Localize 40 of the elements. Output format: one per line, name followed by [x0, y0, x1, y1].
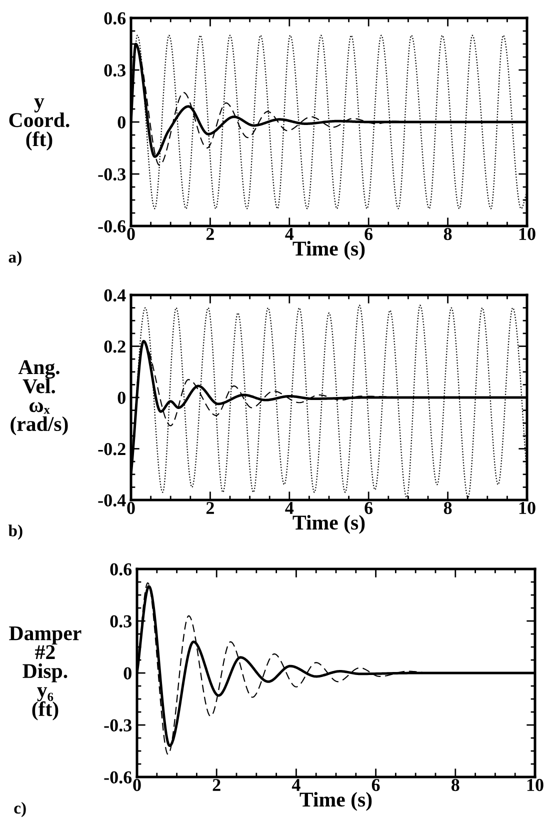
y-tick-label: -0.4	[98, 494, 126, 507]
x-tick-label: 8	[444, 228, 452, 240]
x-tick-label: 8	[444, 502, 452, 514]
x-tick-label: 6	[364, 228, 373, 240]
y-tick-label: 0.6	[110, 563, 132, 576]
x-tick-label: 4	[285, 228, 294, 240]
x-tick-label: 10	[519, 228, 536, 240]
x-tick-label: 6	[364, 502, 373, 514]
text: a)	[8, 250, 22, 266]
y-tick-label: 0.2	[104, 340, 126, 353]
y-tick-label: 0	[124, 667, 132, 680]
x-tick-label: 6	[372, 778, 380, 792]
y-tick-label: -0.3	[98, 168, 126, 181]
y-tick-label: 0.6	[104, 12, 126, 25]
x-tick-label: 0	[133, 778, 141, 792]
x-tick-label: 8	[451, 778, 460, 792]
y-tick-label: 0.3	[104, 64, 126, 77]
y-axis-title: Ang. Vel. ωₓ (rad/s)	[10, 360, 68, 436]
text: c)	[14, 802, 26, 818]
x-tick-label: 2	[206, 228, 214, 240]
y-tick-label: -0.6	[98, 220, 126, 233]
y-tick-label: 0.3	[110, 615, 132, 628]
y-axis-title: y Coord. (ft)	[9, 98, 70, 150]
y-tick-label: -0.6	[104, 771, 132, 784]
y-tick-label: -0.3	[104, 719, 132, 732]
y-axis-title: Damper #2 Disp. y₆ (ft)	[9, 626, 82, 720]
y-tick-label: 0	[118, 392, 126, 404]
y-tick-label: 0	[118, 116, 126, 128]
x-tick-label: 10	[527, 778, 544, 792]
y-tick-label: 0.4	[104, 289, 126, 302]
text: b)	[8, 524, 22, 540]
x-tick-label: 2	[212, 778, 220, 791]
x-tick-label: 4	[292, 779, 300, 791]
x-tick-label: 2	[206, 502, 214, 514]
x-axis-title: Time (s)	[300, 792, 372, 811]
y-tick-label: -0.2	[98, 443, 126, 456]
x-axis-title: Time (s)	[292, 514, 365, 534]
x-tick-label: 4	[285, 502, 294, 514]
x-tick-label: 10	[519, 502, 536, 514]
x-axis-title: Time (s)	[292, 240, 365, 260]
